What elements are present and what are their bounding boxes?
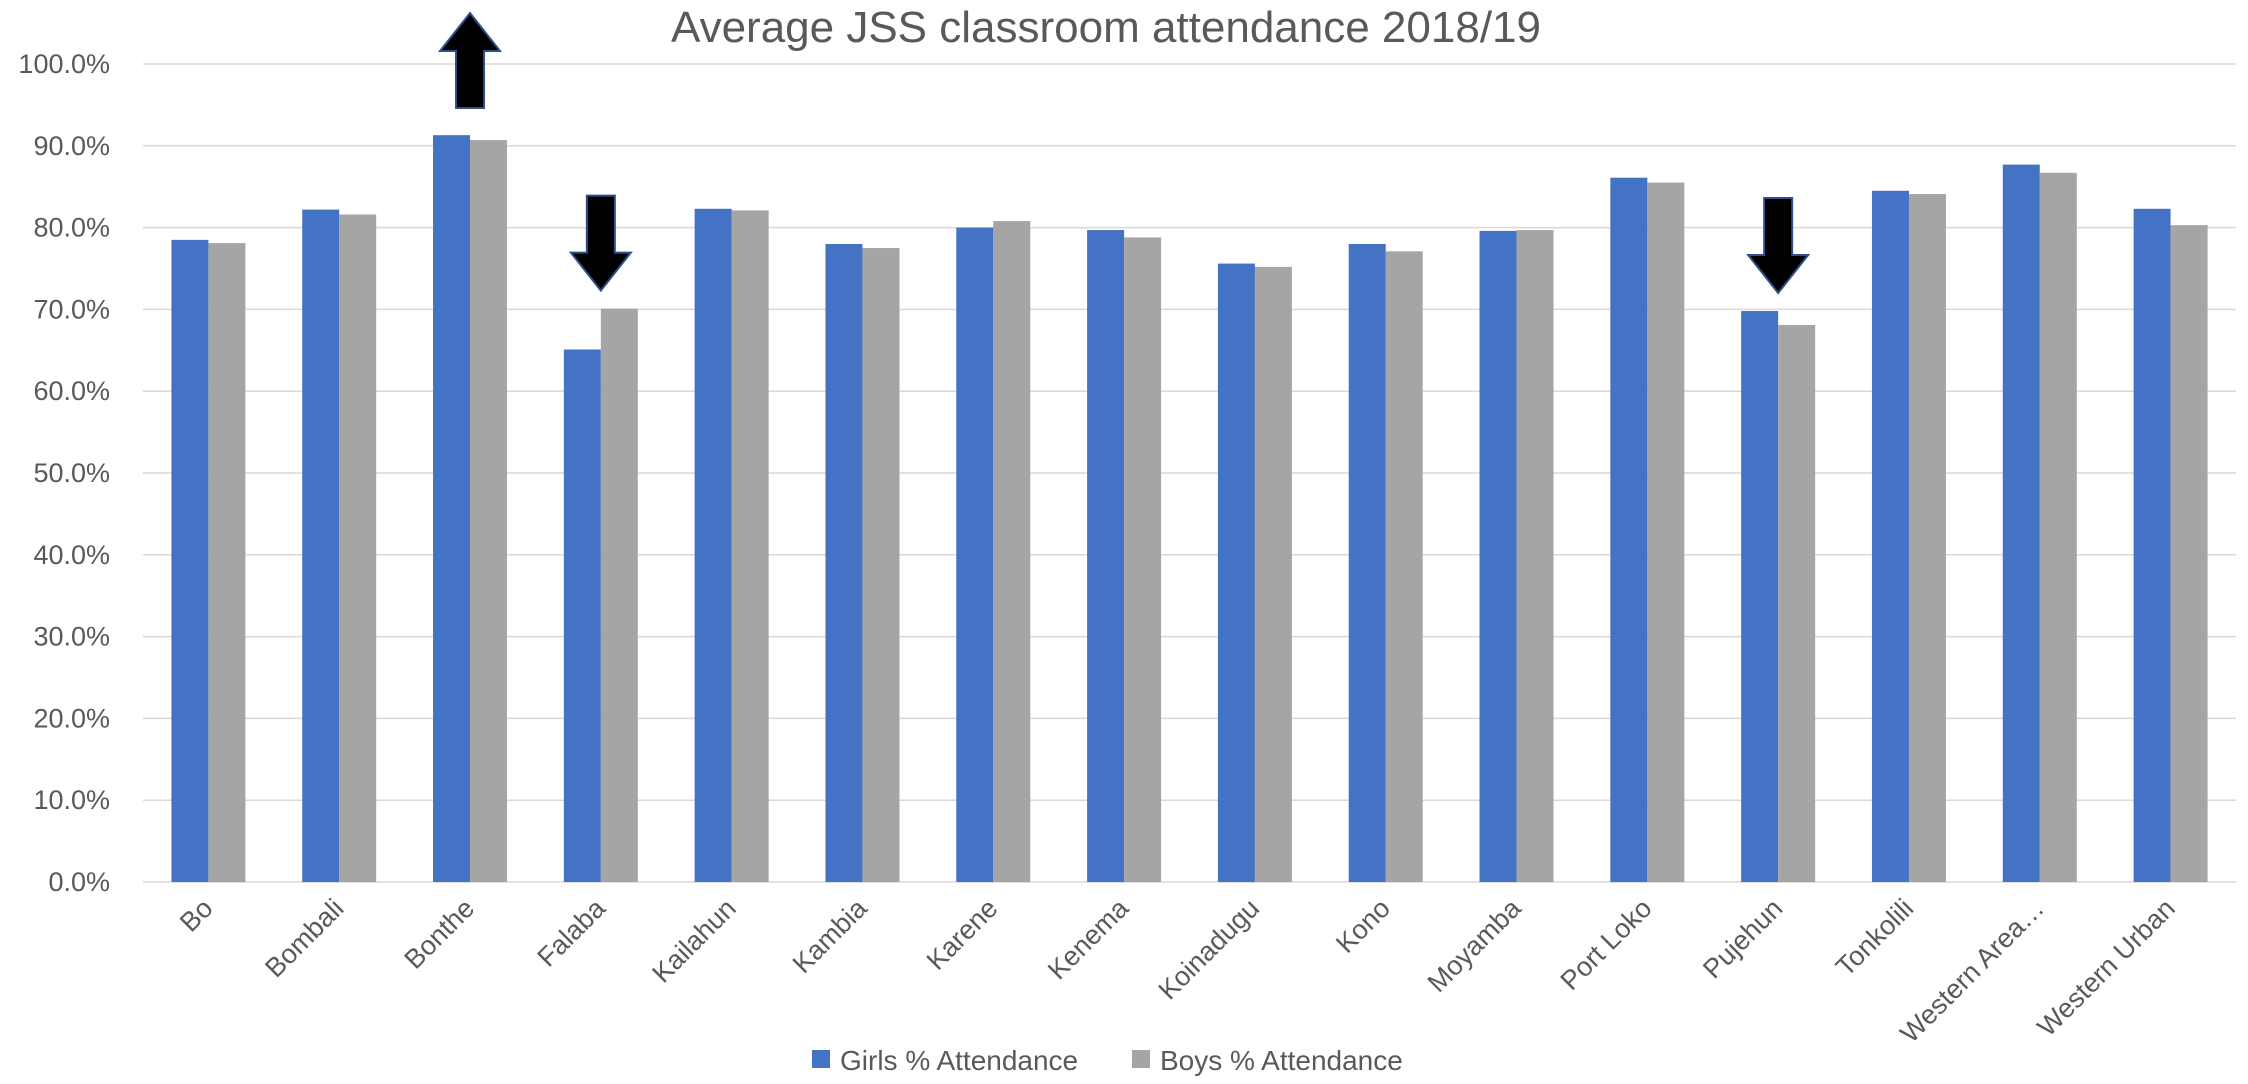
x-tick-label: Falaba xyxy=(531,892,611,972)
boys-bar xyxy=(1385,251,1423,882)
boys-bar xyxy=(1908,194,1946,882)
x-tick-label: Bonthe xyxy=(399,893,481,975)
x-tick-label: Bombali xyxy=(259,893,349,983)
girls-bar xyxy=(1871,190,1909,883)
arrow-up-icon xyxy=(437,11,503,109)
y-tick-label: 60.0% xyxy=(33,376,110,406)
boys-bar xyxy=(600,308,638,882)
legend-swatch xyxy=(812,1050,830,1068)
girls-bar xyxy=(1087,230,1125,882)
x-tick-label: Kenema xyxy=(1042,892,1135,985)
girls-bar xyxy=(302,209,340,882)
x-tick-label: Koinadugu xyxy=(1153,893,1266,1006)
legend-swatch xyxy=(1132,1050,1150,1068)
legend-label: Girls % Attendance xyxy=(840,1045,1078,1076)
boys-bar xyxy=(470,140,508,883)
boys-bar xyxy=(1647,182,1685,883)
girls-bar xyxy=(171,239,209,882)
arrow-down-icon xyxy=(568,194,633,293)
y-tick-label: 100.0% xyxy=(18,49,110,79)
y-tick-label: 70.0% xyxy=(33,294,110,324)
boys-bar xyxy=(862,248,900,883)
girls-bar xyxy=(1479,230,1517,882)
boys-bar xyxy=(208,243,246,883)
boys-bar xyxy=(993,221,1031,882)
x-tick-label: Bo xyxy=(174,893,219,938)
annotation-arrows xyxy=(437,11,1811,295)
boys-bar xyxy=(339,214,377,883)
boys-bar xyxy=(1254,266,1292,882)
boys-bar xyxy=(1124,237,1162,882)
y-tick-label: 10.0% xyxy=(33,785,110,815)
y-tick-label: 0.0% xyxy=(48,867,110,897)
legend: Girls % Attendance Boys % Attendance xyxy=(812,1045,1403,1076)
boys-bar xyxy=(2170,225,2208,882)
boys-bar xyxy=(1778,324,1816,882)
y-tick-label: 30.0% xyxy=(33,622,110,652)
boys-bar xyxy=(1516,230,1554,882)
x-tick-label: Kono xyxy=(1330,893,1396,959)
legend-label: Boys % Attendance xyxy=(1160,1045,1403,1076)
x-axis-tick-labels: Bo Bombali Bonthe Falaba Kailahun Kambia Karen… xyxy=(174,892,2181,1048)
y-tick-label: 40.0% xyxy=(33,540,110,570)
girls-bar xyxy=(1217,263,1255,882)
chart-title: Average JSS classroom attendance 2018/19 xyxy=(671,3,1541,52)
y-axis-tick-labels: 0.0% 10.0% 20.0% 30.0% 40.0% 50.0% 60.0% 70.0% 8… xyxy=(18,49,110,897)
x-tick-label: Kailahun xyxy=(646,893,742,989)
x-tick-label: Karene xyxy=(921,893,1004,976)
girls-bar xyxy=(2002,164,2040,882)
girls-bar xyxy=(563,349,601,882)
x-tick-label: Moyamba xyxy=(1422,892,1528,998)
boys-bar xyxy=(2039,172,2077,882)
y-tick-label: 50.0% xyxy=(33,458,110,488)
girls-bar xyxy=(694,208,732,882)
girls-bar xyxy=(2133,208,2171,882)
x-tick-label: Western Area… xyxy=(1894,893,2050,1049)
x-tick-label: Pujehun xyxy=(1697,893,1788,984)
bars xyxy=(171,135,2208,883)
y-tick-label: 90.0% xyxy=(33,131,110,161)
x-tick-label: Port Loko xyxy=(1555,893,1658,996)
girls-bar xyxy=(1741,311,1779,882)
y-tick-label: 20.0% xyxy=(33,703,110,733)
girls-bar xyxy=(825,243,863,882)
girls-bar xyxy=(433,135,471,882)
x-tick-label: Kambia xyxy=(787,892,874,979)
arrow-down-icon xyxy=(1746,197,1811,295)
x-tick-label: Western Urban xyxy=(2032,893,2181,1042)
girls-bar xyxy=(1610,177,1648,882)
boys-bar xyxy=(731,210,769,882)
girls-bar xyxy=(956,227,994,883)
x-tick-label: Tonkolili xyxy=(1830,893,1919,982)
girls-bar xyxy=(1348,243,1386,882)
y-tick-label: 80.0% xyxy=(33,213,110,243)
